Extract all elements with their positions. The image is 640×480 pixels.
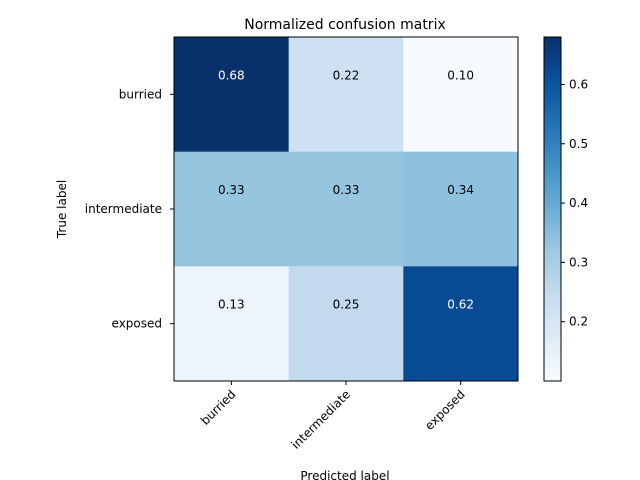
x-axis-label: Predicted label [300, 469, 389, 480]
x-tick-label: burried [198, 387, 238, 427]
cell-value-label: 0.22 [333, 68, 360, 82]
chart-title: Normalized confusion matrix [244, 17, 446, 33]
heatmap-cell [288, 266, 404, 382]
cell-value-label: 0.62 [447, 298, 474, 312]
heatmap-cell [403, 266, 519, 382]
cell-value-label: 0.33 [218, 183, 245, 197]
x-tick-label: exposed [422, 387, 468, 433]
colorbar-tick-label: 0.3 [569, 255, 588, 269]
colorbar-tick-label: 0.4 [569, 196, 588, 210]
colorbar [544, 37, 561, 381]
heatmap-cell [288, 151, 404, 267]
cell-value-label: 0.68 [218, 68, 245, 82]
heatmap-cell [174, 151, 290, 267]
heatmap-cell [174, 37, 290, 153]
colorbar-tick-label: 0.5 [569, 137, 588, 151]
y-tick-label: burried [119, 87, 162, 101]
cell-value-label: 0.10 [447, 68, 474, 82]
colorbar-ticks: 0.2 0.3 0.4 0.5 0.6 [561, 77, 588, 329]
cell-value-label: 0.13 [218, 298, 245, 312]
heatmap-cell [403, 151, 519, 267]
cell-value-label: 0.25 [333, 298, 360, 312]
heatmap-cell [403, 37, 519, 153]
colorbar-tick-label: 0.2 [569, 315, 588, 329]
heatmap-cell [174, 266, 290, 382]
cell-value-label: 0.33 [333, 183, 360, 197]
heatmap-cells: 0.68 0.22 0.10 0.33 0.33 0.34 0.13 0.25 0.62 [174, 37, 519, 382]
colorbar-tick-label: 0.6 [569, 77, 588, 91]
y-tick-label: exposed [112, 317, 162, 331]
heatmap-cell [288, 37, 404, 153]
colorbar-frame [543, 36, 562, 382]
x-tick-label: intermediate [289, 387, 354, 452]
y-tick-label: intermediate [85, 202, 162, 216]
cell-value-label: 0.34 [447, 183, 474, 197]
y-axis-label: True label [55, 180, 69, 239]
